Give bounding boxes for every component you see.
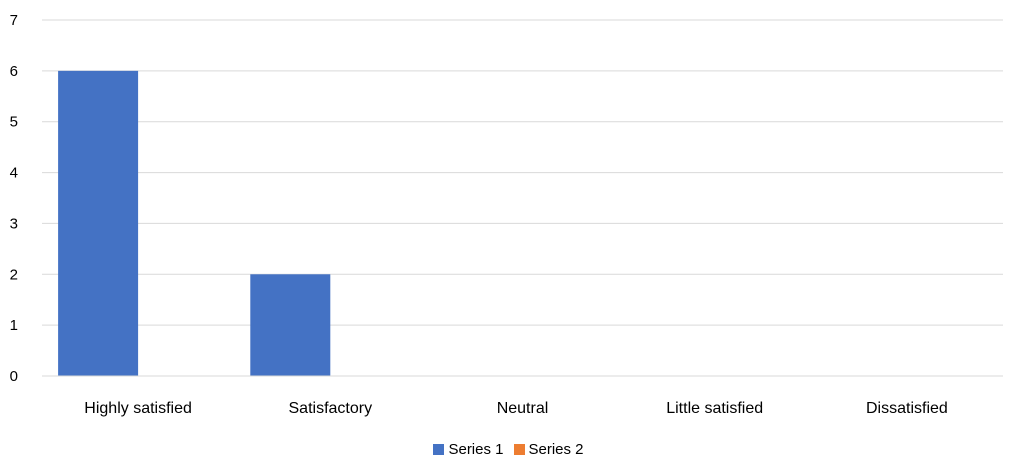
- legend: Series 1 Series 2: [0, 441, 1017, 458]
- legend-label-series-1: Series 1: [448, 441, 504, 458]
- bar-1-satisfactory[interactable]: [250, 274, 331, 376]
- y-tick-label: 1: [10, 317, 18, 334]
- y-axis-tick-labels: 0 1 2 3 4 5 6 7: [10, 12, 18, 385]
- y-tick-label: 0: [10, 368, 18, 385]
- x-tick-label: Neutral: [497, 400, 549, 417]
- gridlines: [42, 19, 1003, 326]
- x-axis-tick-labels: Highly satisfied Satisfactory Neutral Littl…: [84, 400, 948, 417]
- legend-swatch-series-2: [513, 444, 525, 455]
- bar-1-highly-satisfied[interactable]: [58, 70, 139, 376]
- y-tick-label: 6: [10, 63, 18, 80]
- legend-label-series-2: Series 2: [528, 441, 584, 458]
- y-tick-label: 2: [10, 266, 18, 283]
- legend-item-series-1[interactable]: Series 1: [433, 441, 504, 458]
- y-tick-label: 7: [10, 12, 18, 29]
- bars: [58, 70, 331, 376]
- x-tick-label: Dissatisfied: [866, 400, 948, 417]
- x-tick-label: Little satisfied: [666, 400, 763, 417]
- x-tick-label: Highly satisfied: [84, 400, 192, 417]
- x-tick-label: Satisfactory: [289, 400, 373, 417]
- legend-swatch-series-1: [433, 444, 445, 455]
- y-tick-label: 4: [10, 165, 18, 182]
- legend-item-series-2[interactable]: Series 2: [513, 441, 584, 458]
- y-tick-label: 3: [10, 215, 18, 232]
- y-tick-label: 5: [10, 114, 18, 131]
